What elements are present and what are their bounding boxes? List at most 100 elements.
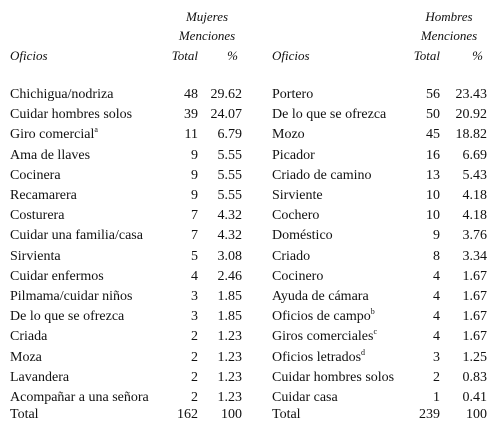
pct-cell: 1.67 [462, 309, 488, 325]
row-label: Total [272, 407, 301, 423]
row-label: De lo que se ofrezca [10, 309, 124, 325]
row-label: Total [10, 407, 39, 423]
label-text: Pilmama/cuidar niños [10, 289, 133, 304]
label-text: Total [10, 407, 39, 422]
total-cell: 10 [426, 208, 440, 224]
label-text: Cochero [272, 208, 320, 224]
label-text: Moza [10, 349, 42, 365]
total-cell: 239 [419, 407, 440, 422]
total-cell: 2 [191, 390, 198, 405]
row-label: De lo que se ofrezca [272, 107, 386, 123]
pct-cell: 5.43 [462, 167, 488, 183]
row-label: Cocinera [10, 168, 61, 184]
row-label: Sirviente [272, 188, 323, 204]
label-text: Cocinera [10, 167, 61, 183]
column-header: % [227, 48, 238, 63]
label-text: Acompañar a una señora [10, 390, 149, 405]
pct-cell: 0.41 [462, 390, 488, 405]
column-header: Total [413, 48, 440, 63]
column-header: Total [171, 48, 198, 63]
pct-cell: 1.23 [217, 390, 243, 405]
pct-cell: 2.46 [217, 268, 243, 284]
pct-cell: 20.92 [455, 107, 488, 123]
total-cell: 162 [177, 407, 198, 422]
pct-cell: 100 [221, 407, 242, 422]
total-cell: 16 [426, 147, 440, 163]
total-cell: 39 [184, 107, 198, 123]
row-label: Chichigua/nodriza [10, 87, 113, 103]
pct-cell: 4.18 [462, 208, 488, 224]
total-cell: 50 [426, 107, 440, 123]
row-label: Cuidar hombres solos [272, 370, 394, 386]
pct-cell: 4.18 [462, 188, 488, 203]
row-label: Ama de llaves [10, 148, 90, 164]
total-cell: 4 [191, 268, 198, 284]
pct-cell: 100 [466, 407, 487, 422]
label-text: Criado de camino [272, 167, 372, 183]
footnote-mark: c [373, 327, 378, 337]
row-label: Cuidar hombres solos [10, 107, 132, 123]
total-cell: 4 [433, 268, 440, 284]
label-text: Cocinero [272, 268, 324, 284]
column-header: Oficios [10, 48, 48, 63]
row-label: Giros comercialesc [272, 327, 378, 345]
label-text: Total [272, 407, 301, 422]
total-cell: 4 [433, 289, 440, 304]
total-cell: 7 [191, 208, 198, 224]
column-header: Oficios [272, 48, 310, 63]
total-cell: 3 [433, 349, 440, 365]
total-cell: 4 [433, 329, 440, 345]
row-label: Cocinero [272, 269, 323, 285]
total-cell: 45 [426, 127, 440, 143]
label-text: Giros comerciales [272, 329, 374, 345]
pct-cell: 6.79 [217, 127, 243, 143]
pct-cell: 3.34 [462, 248, 488, 264]
pct-cell: 5.55 [217, 188, 243, 203]
pct-cell: 23.43 [455, 87, 488, 102]
label-text: Oficios letrados [272, 349, 362, 365]
total-cell: 2 [191, 329, 198, 345]
total-cell: 13 [426, 167, 440, 183]
pct-cell: 29.62 [210, 87, 243, 102]
row-label: Costurera [10, 208, 64, 224]
total-cell: 48 [184, 87, 198, 102]
row-label: Criado [272, 249, 310, 265]
row-label: Recamarera [10, 188, 77, 204]
label-text: Criada [10, 329, 48, 345]
total-cell: 10 [426, 188, 440, 203]
total-cell: 11 [184, 127, 198, 143]
label-text: Sirviente [272, 188, 323, 203]
total-cell: 9 [191, 167, 198, 183]
pct-cell: 1.23 [217, 349, 243, 365]
row-label: Picador [272, 148, 315, 164]
row-label: Pilmama/cuidar niños [10, 289, 132, 305]
label-text: Doméstico [272, 228, 333, 244]
row-label: Criada [10, 329, 47, 345]
total-cell: 56 [426, 87, 440, 102]
subgroup-header: Menciones [178, 28, 236, 43]
label-text: Recamarera [10, 188, 77, 203]
label-text: De lo que se ofrezca [272, 107, 387, 123]
total-cell: 2 [433, 369, 440, 385]
pct-cell: 4.32 [217, 208, 243, 224]
total-cell: 9 [433, 228, 440, 244]
pct-cell: 18.82 [455, 127, 488, 143]
row-label: Mozo [272, 127, 305, 143]
pct-cell: 1.67 [462, 329, 488, 345]
pct-cell: 6.69 [462, 147, 488, 163]
pct-cell: 1.85 [217, 309, 243, 325]
label-text: Costurera [10, 208, 65, 224]
footnote-mark: b [370, 307, 375, 317]
label-text: Ayuda de cámara [272, 289, 369, 304]
total-cell: 9 [191, 147, 198, 163]
group-header: Mujeres [185, 9, 229, 24]
total-cell: 3 [191, 309, 198, 325]
pct-cell: 1.85 [217, 289, 243, 304]
label-text: Giro comercial [10, 127, 95, 143]
label-text: Ama de llaves [10, 147, 91, 163]
label-text: Oficios de campo [272, 309, 371, 325]
label-text: Criado [272, 248, 311, 264]
row-label: Criado de camino [272, 168, 372, 184]
row-label: Giro comerciala [10, 126, 98, 143]
